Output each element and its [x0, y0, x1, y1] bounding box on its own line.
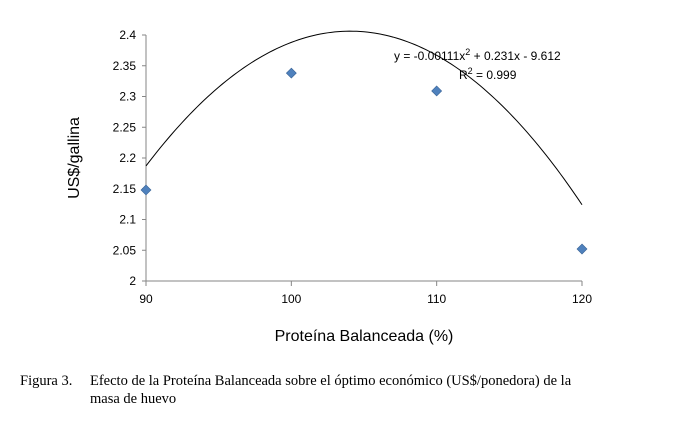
x-axis-title: Proteína Balanceada (%)	[275, 328, 454, 345]
x-tick-label: 90	[139, 292, 153, 306]
y-tick-label: 2.05	[113, 243, 137, 257]
chart-svg: 2 2.05 2.1 2.15 2.2 2.25 2.3 2.35 2.4 90 100 110 12…	[66, 28, 592, 345]
data-points	[140, 67, 588, 255]
x-tick-label: 120	[572, 292, 592, 306]
caption-text-line2: masa de huevo	[90, 391, 177, 407]
x-tick-label: 100	[281, 292, 301, 306]
x-tick-label: 110	[427, 292, 446, 306]
x-ticks: 90 100 110 120	[139, 281, 592, 306]
y-tick-label: 2.1	[119, 213, 136, 227]
figure-caption: Figura 3. Efecto de la Proteína Balancead…	[20, 372, 670, 408]
r-squared-label: R2 = 0.999	[459, 66, 517, 82]
y-ticks: 2 2.05 2.1 2.15 2.2 2.25 2.3 2.35 2.4	[113, 28, 146, 288]
caption-label: Figura 3.	[20, 373, 73, 389]
trendline	[145, 30, 583, 206]
caption-text-line1: Efecto de la Proteína Balanceada sobre e…	[90, 373, 572, 389]
data-point-diamond	[140, 184, 152, 196]
y-tick-label: 2.2	[119, 151, 136, 165]
y-tick-label: 2.15	[113, 182, 137, 196]
data-point-diamond	[576, 243, 588, 255]
y-tick-label: 2.35	[113, 59, 137, 73]
y-tick-label: 2.4	[119, 28, 136, 42]
axes	[145, 35, 582, 282]
trendline-equation: y = -0.00111x2 + 0.231x - 9.612	[394, 47, 561, 63]
data-point-diamond	[431, 85, 443, 97]
y-tick-label: 2	[129, 274, 136, 288]
data-point-diamond	[285, 67, 297, 79]
y-tick-label: 2.25	[113, 120, 137, 134]
y-axis-title: US$/gallina	[66, 117, 83, 199]
y-tick-label: 2.3	[119, 90, 136, 104]
